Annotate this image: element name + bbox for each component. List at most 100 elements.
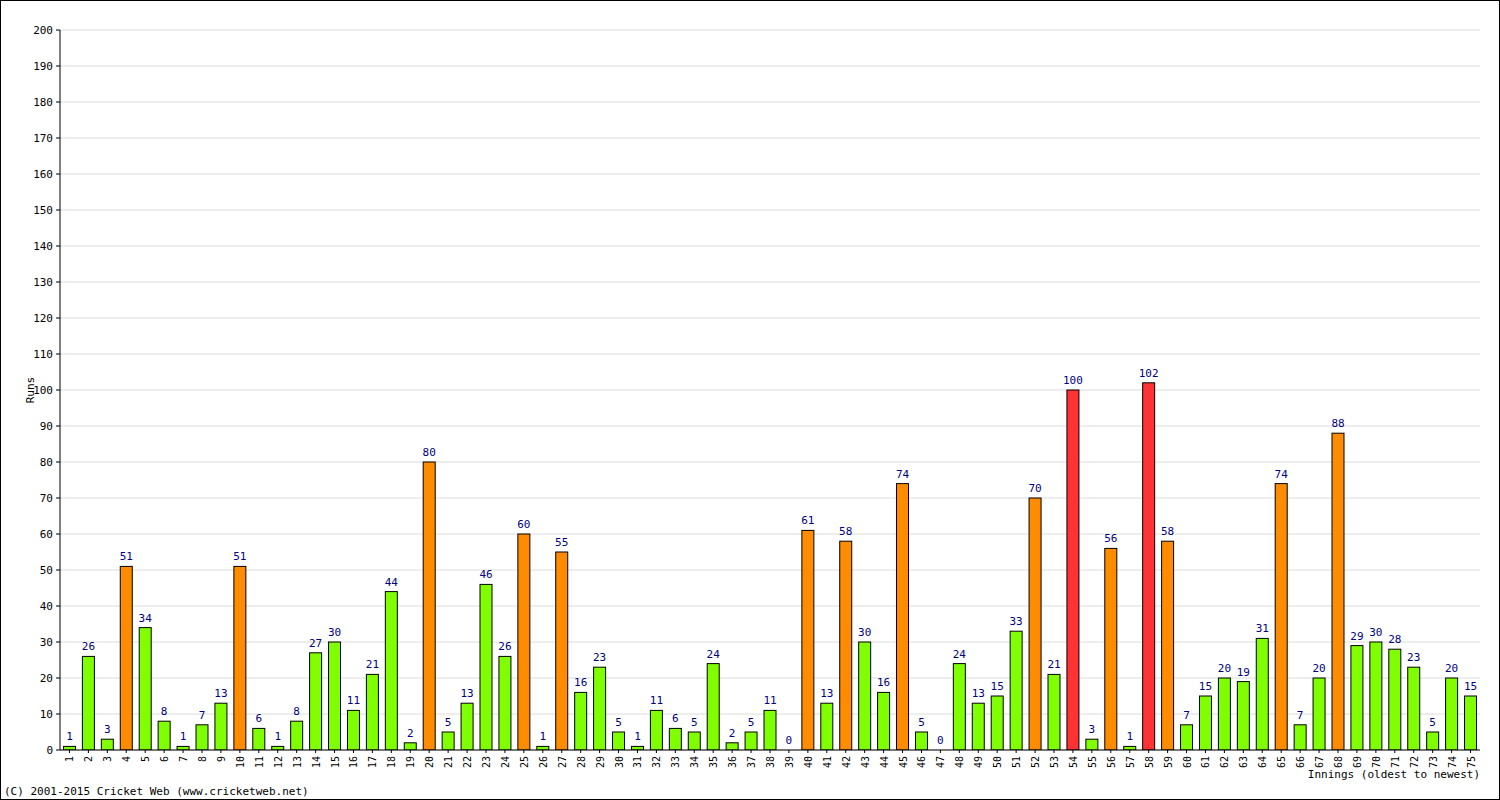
data-label: 6 bbox=[672, 712, 679, 725]
y-tick bbox=[56, 570, 60, 571]
bar bbox=[253, 728, 265, 750]
y-tick-label: 180 bbox=[33, 96, 53, 109]
x-tick-label: 61 bbox=[1200, 756, 1211, 768]
data-label: 15 bbox=[1199, 680, 1212, 693]
bar bbox=[480, 584, 492, 750]
x-tick-label: 71 bbox=[1390, 756, 1401, 768]
bar bbox=[821, 703, 833, 750]
grid-line bbox=[60, 210, 1480, 211]
x-axis-label: Innings (oldest to newest) bbox=[1308, 768, 1480, 781]
data-label: 33 bbox=[1010, 615, 1023, 628]
x-tick bbox=[1035, 750, 1036, 753]
bar bbox=[1389, 649, 1401, 750]
grid-line bbox=[60, 462, 1480, 463]
bar bbox=[1067, 390, 1079, 750]
data-label: 28 bbox=[1388, 633, 1401, 646]
grid-line bbox=[60, 498, 1480, 499]
x-tick bbox=[807, 750, 808, 753]
data-label: 0 bbox=[937, 734, 944, 747]
data-label: 2 bbox=[407, 727, 414, 740]
y-tick bbox=[56, 462, 60, 463]
x-tick-label: 37 bbox=[746, 756, 757, 768]
bar bbox=[953, 664, 965, 750]
bar bbox=[1427, 732, 1439, 750]
data-label: 24 bbox=[707, 648, 721, 661]
y-tick bbox=[56, 318, 60, 319]
x-tick-label: 28 bbox=[576, 756, 587, 768]
y-tick bbox=[56, 678, 60, 679]
x-tick-label: 60 bbox=[1182, 756, 1193, 768]
bar bbox=[234, 566, 246, 750]
bar bbox=[878, 692, 890, 750]
x-tick-label: 26 bbox=[538, 756, 549, 768]
bar bbox=[859, 642, 871, 750]
data-label: 1 bbox=[180, 730, 187, 743]
x-tick-label: 36 bbox=[727, 756, 738, 768]
x-tick-label: 68 bbox=[1333, 756, 1344, 768]
x-tick bbox=[1451, 750, 1452, 753]
bar bbox=[1332, 433, 1344, 750]
data-label: 30 bbox=[1369, 626, 1382, 639]
grid-line bbox=[60, 66, 1480, 67]
data-label: 6 bbox=[255, 712, 262, 725]
bar bbox=[764, 710, 776, 750]
bar bbox=[1086, 739, 1098, 750]
x-tick bbox=[353, 750, 354, 753]
bar bbox=[442, 732, 454, 750]
x-tick-label: 44 bbox=[879, 756, 890, 768]
x-tick-label: 53 bbox=[1049, 756, 1060, 768]
bar bbox=[1256, 638, 1268, 750]
x-tick-label: 2 bbox=[83, 756, 94, 762]
bar bbox=[1124, 746, 1136, 750]
x-tick bbox=[675, 750, 676, 753]
x-tick bbox=[732, 750, 733, 753]
bar bbox=[688, 732, 700, 750]
x-tick bbox=[107, 750, 108, 753]
x-tick-label: 10 bbox=[235, 756, 246, 768]
y-tick bbox=[56, 174, 60, 175]
grid-line bbox=[60, 30, 1480, 31]
x-tick-label: 38 bbox=[765, 756, 776, 768]
data-label: 5 bbox=[691, 716, 698, 729]
y-axis bbox=[60, 30, 61, 750]
data-label: 2 bbox=[729, 727, 736, 740]
y-tick-label: 90 bbox=[40, 420, 53, 433]
x-tick bbox=[504, 750, 505, 753]
x-tick bbox=[410, 750, 411, 753]
y-tick-label: 60 bbox=[40, 528, 53, 541]
x-tick-label: 63 bbox=[1238, 756, 1249, 768]
bar bbox=[631, 746, 643, 750]
data-label: 1 bbox=[539, 730, 546, 743]
x-tick-label: 18 bbox=[386, 756, 397, 768]
x-tick-label: 16 bbox=[348, 756, 359, 768]
x-tick bbox=[826, 750, 827, 753]
y-tick bbox=[56, 102, 60, 103]
data-label: 20 bbox=[1445, 662, 1458, 675]
y-tick bbox=[56, 390, 60, 391]
data-label: 74 bbox=[896, 468, 910, 481]
x-tick bbox=[940, 750, 941, 753]
x-tick-label: 5 bbox=[140, 756, 151, 762]
x-tick-label: 24 bbox=[500, 756, 511, 768]
x-tick-label: 50 bbox=[992, 756, 1003, 768]
x-tick bbox=[561, 750, 562, 753]
bar bbox=[291, 721, 303, 750]
bar bbox=[139, 628, 151, 750]
x-tick-label: 62 bbox=[1219, 756, 1230, 768]
y-tick-label: 110 bbox=[33, 348, 53, 361]
x-tick bbox=[258, 750, 259, 753]
data-label: 44 bbox=[385, 576, 399, 589]
x-tick-label: 31 bbox=[632, 756, 643, 768]
x-tick-label: 51 bbox=[1011, 756, 1022, 768]
bar bbox=[1294, 725, 1306, 750]
data-label: 5 bbox=[918, 716, 925, 729]
data-label: 27 bbox=[309, 637, 322, 650]
y-axis-label: Runs bbox=[24, 377, 37, 404]
x-tick bbox=[1110, 750, 1111, 753]
frame bbox=[1, 1, 1500, 800]
x-tick bbox=[391, 750, 392, 753]
bar bbox=[991, 696, 1003, 750]
bar bbox=[177, 746, 189, 750]
bar bbox=[1446, 678, 1458, 750]
x-tick bbox=[372, 750, 373, 753]
